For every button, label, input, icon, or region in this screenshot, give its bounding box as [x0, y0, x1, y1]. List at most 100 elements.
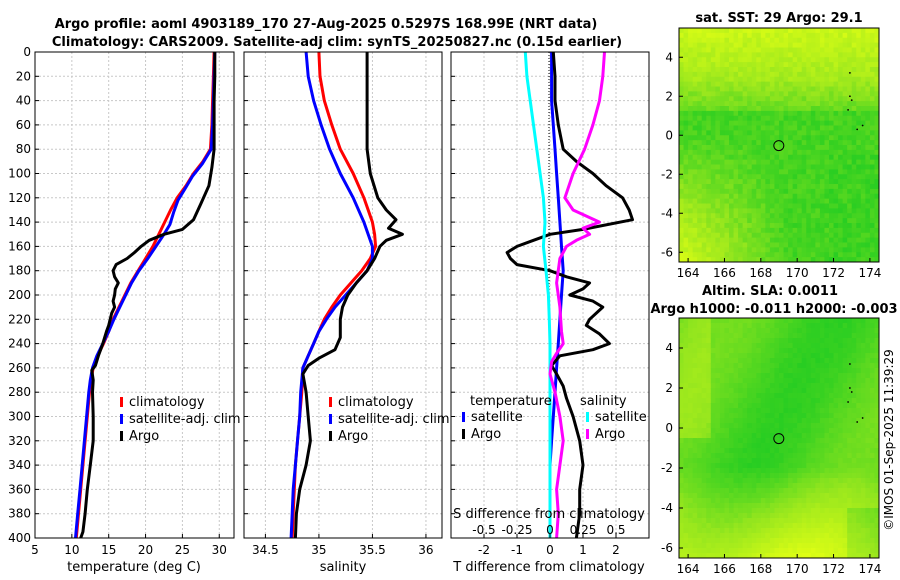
map-cell — [683, 548, 689, 554]
map-cell — [819, 242, 826, 248]
map-cell — [683, 81, 689, 88]
map-cell — [815, 393, 821, 399]
map-cell — [829, 110, 835, 117]
map-cell — [774, 154, 780, 161]
map-cell — [801, 513, 807, 519]
x-tick-label: 20 — [138, 543, 153, 557]
map-cell — [779, 188, 785, 195]
map-cell — [724, 393, 730, 399]
map-cell — [847, 169, 853, 175]
map-cell — [692, 478, 698, 484]
map-cell — [751, 120, 757, 127]
map-cell — [733, 91, 739, 97]
map-cell — [747, 488, 753, 494]
map-cell — [683, 67, 689, 73]
map-cell — [810, 493, 816, 499]
map-cell — [865, 528, 871, 534]
map-cell — [742, 203, 748, 209]
map-cell — [688, 348, 694, 354]
map-cell — [774, 149, 780, 156]
map-cell — [729, 383, 735, 389]
map-cell — [747, 57, 753, 63]
map-cell — [847, 203, 853, 209]
map-cell — [874, 106, 879, 112]
map-cell — [833, 159, 839, 166]
map-cell — [765, 28, 771, 34]
map-cell — [815, 428, 821, 434]
map-cell — [856, 57, 862, 63]
map-cell — [760, 378, 766, 384]
map-cell — [747, 533, 753, 539]
map-cell — [829, 237, 835, 244]
map-cell — [810, 533, 816, 539]
map-cell — [869, 125, 876, 131]
map-cell — [838, 86, 844, 92]
map-cell — [747, 323, 753, 329]
map-cell — [701, 458, 707, 464]
map-cell — [688, 473, 694, 479]
map-cell — [792, 533, 798, 539]
map-cell — [833, 242, 839, 248]
map-cell — [833, 184, 839, 190]
map-cell — [729, 154, 735, 161]
map-cell — [683, 518, 689, 524]
map-cell — [851, 543, 857, 549]
map-cell — [710, 493, 716, 499]
map-cell — [847, 543, 853, 549]
map-cell — [792, 135, 798, 141]
map-cell — [824, 76, 830, 83]
map-cell — [683, 223, 689, 229]
map-cell — [869, 135, 876, 141]
map-cell — [860, 548, 866, 554]
map-cell — [865, 433, 871, 439]
map-cell — [751, 483, 757, 489]
map-cell — [833, 96, 839, 102]
map-cell — [869, 81, 876, 88]
x-tick-label: 35 — [311, 543, 326, 557]
map-cell — [829, 198, 835, 205]
map-cell — [810, 468, 816, 474]
map-cell — [792, 203, 798, 209]
map-cell — [829, 71, 835, 78]
map-cell — [738, 91, 744, 97]
map-cell — [683, 154, 689, 161]
map-cell — [810, 388, 816, 394]
map-cell — [706, 159, 712, 166]
map-cell — [765, 348, 771, 354]
map-cell — [783, 164, 789, 170]
map-cell — [679, 448, 685, 454]
map-cell — [833, 413, 839, 419]
x-tick-label: 25 — [175, 543, 190, 557]
map-cell — [683, 86, 689, 92]
map-cell — [779, 323, 785, 329]
map-cell — [719, 498, 726, 504]
map-cell — [806, 86, 812, 92]
map-cell — [683, 433, 689, 439]
map-cell — [769, 184, 776, 190]
map-cell — [865, 101, 871, 107]
map-cell — [715, 213, 721, 219]
map-cell — [710, 106, 716, 112]
map-cell — [779, 428, 785, 434]
map-cell — [788, 413, 794, 419]
map-cell — [815, 473, 821, 479]
map-cell — [733, 257, 739, 262]
map-cell — [765, 71, 771, 78]
lon-tick-label: 174 — [858, 266, 881, 280]
map-cell — [710, 242, 716, 248]
map-cell — [697, 81, 703, 88]
map-cell — [869, 42, 876, 49]
map-cell — [779, 443, 785, 449]
map-cell — [706, 62, 712, 68]
map-cell — [710, 478, 716, 484]
map-cell — [765, 488, 771, 494]
map-cell — [697, 473, 703, 479]
map-cell — [701, 338, 707, 344]
map-cell — [715, 453, 721, 459]
map-cell — [729, 393, 735, 399]
map-cell — [774, 393, 780, 399]
map-cell — [692, 198, 698, 205]
map-cell — [688, 193, 694, 200]
map-cell — [697, 453, 703, 459]
map-cell — [856, 498, 862, 504]
